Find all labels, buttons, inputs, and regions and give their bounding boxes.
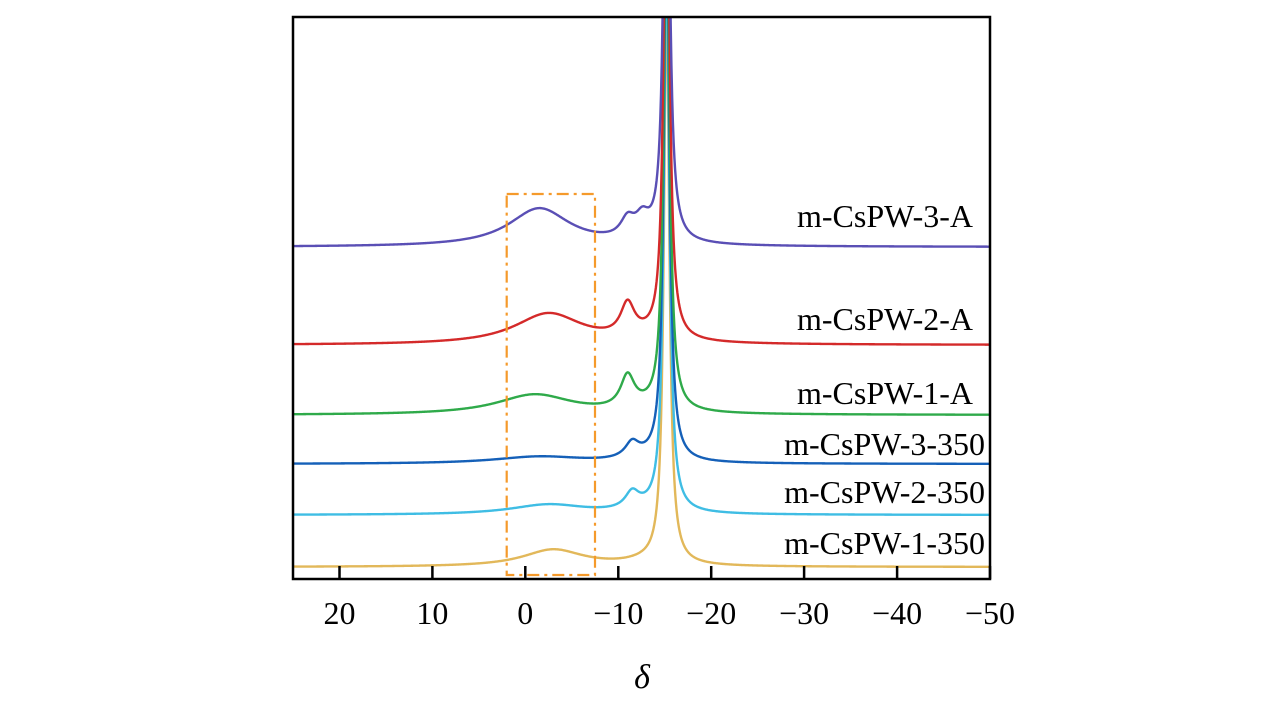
plot-frame [291,15,992,581]
x-tick-label: −40 [872,595,922,631]
series-label-m-CsPW-1-A: m-CsPW-1-A [797,375,973,411]
spectra-curves [293,17,990,568]
x-tick-label: 0 [517,595,533,631]
x-tick-label: −20 [686,595,736,631]
highlight-box-layer [505,192,597,577]
highlight-box [505,192,597,577]
x-tick-label: −30 [779,595,829,631]
x-tick-label: −50 [965,595,1015,631]
x-tick-label: −10 [593,595,643,631]
series-line-m-CsPW-1-350 [293,17,990,568]
x-axis-ticks [338,566,992,579]
series-label-m-CsPW-1-350: m-CsPW-1-350 [784,525,985,561]
series-labels: m-CsPW-1-350 m-CsPW-2-350 m-CsPW-3-350 m-Cs… [784,198,985,561]
series-line-m-CsPW-2-350 [293,17,990,516]
series-line-m-CsPW-3-A [293,17,990,248]
series-line-m-CsPW-1-A [293,17,990,416]
series-label-m-CsPW-2-350: m-CsPW-2-350 [784,474,985,510]
x-axis-label: δ [634,659,651,696]
x-tick-label: 10 [416,595,448,631]
x-tick-label: 20 [324,595,356,631]
series-line-m-CsPW-2-A [293,17,990,346]
x-axis-tick-labels: 20 10 0 −10 −20 −30 −40 −50 [324,595,1016,631]
series-label-m-CsPW-3-350: m-CsPW-3-350 [784,426,985,462]
series-label-m-CsPW-2-A: m-CsPW-2-A [797,301,973,337]
series-label-m-CsPW-3-A: m-CsPW-3-A [797,198,973,234]
series-line-m-CsPW-3-350 [293,17,990,465]
